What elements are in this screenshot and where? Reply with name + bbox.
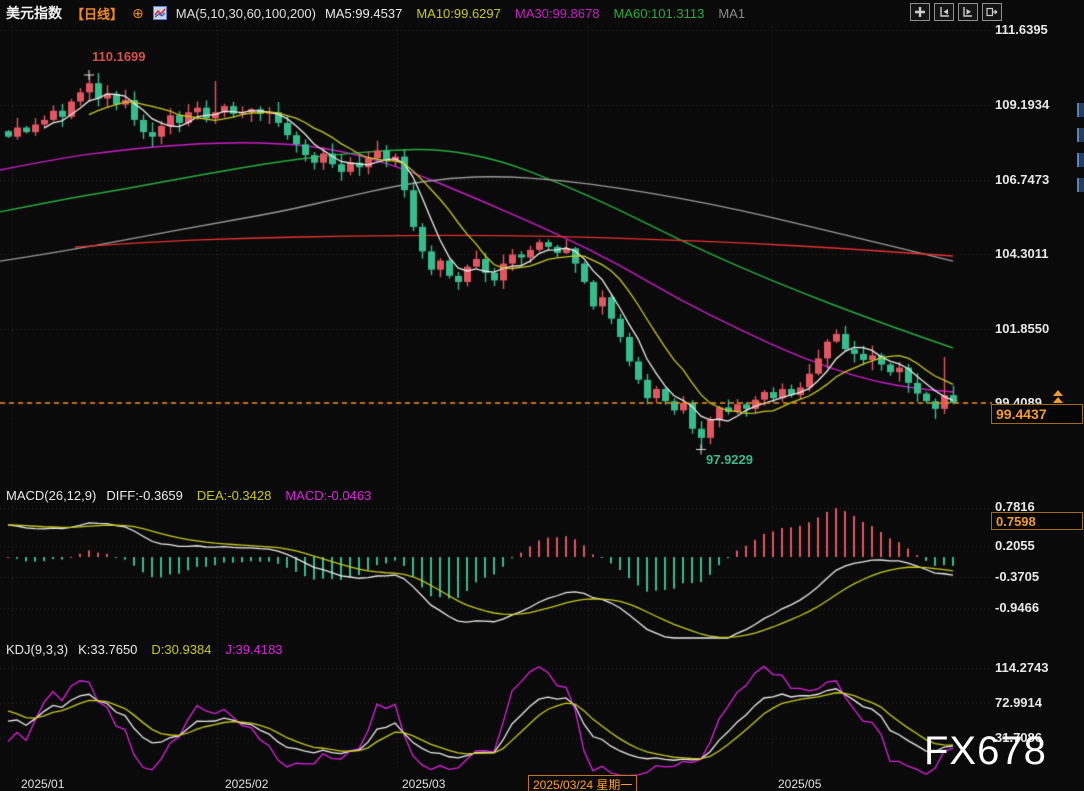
- clipped-widget[interactable]: [1077, 153, 1084, 167]
- low-price-annotation: 97.9229: [706, 452, 753, 467]
- main-header: 美元指数 【日线】 ⊕ MA(5,10,30,60,100,200) MA5:9…: [6, 3, 759, 23]
- axis-tick-label: 114.2743: [995, 660, 1049, 675]
- axis-tick-label: 104.3011: [995, 246, 1049, 261]
- time-tick-label: 2025/03: [402, 777, 446, 791]
- ma-value-label: MA30:99.8678: [514, 5, 600, 21]
- last-price-tag: 99.4437: [991, 404, 1083, 424]
- clipped-widget[interactable]: [1077, 128, 1084, 142]
- axis-tick-label: 111.6395: [995, 22, 1048, 37]
- chart-toolbar: [910, 3, 1002, 21]
- period-label[interactable]: 【日线】: [71, 6, 124, 22]
- ma-values-list: MA5:99.4537 MA10:99.6297 MA30:99.8678 MA60:…: [325, 6, 759, 21]
- macd-header: MACD(26,12,9) DIFF:-0.3659 DEA:-0.3428 MAC…: [6, 488, 385, 503]
- axis-tick-label: -0.3705: [995, 569, 1040, 584]
- high-price-annotation: 110.1699: [92, 49, 146, 64]
- ma-value-label: MA1: [718, 5, 746, 21]
- selected-date-label: 2025/03/24 星期一: [528, 775, 638, 791]
- kdj-value-label: J:39.4183: [225, 642, 283, 657]
- axis-tick-label: 101.8550: [995, 321, 1050, 336]
- instrument-title: 美元指数: [6, 5, 62, 21]
- axis-tick-label: 31.7086: [995, 730, 1042, 745]
- kdj-value-label: K:33.7650: [78, 642, 138, 657]
- macd-value-label: DEA:-0.3428: [196, 488, 272, 503]
- kdj-header: KDJ(9,3,3) K:33.7650 D:30.9384 J:39.4183: [6, 642, 297, 657]
- axis-tick-label: 72.9914: [995, 695, 1042, 710]
- macd-value-tag: 0.7598: [991, 512, 1083, 530]
- time-tick-label: 2025/05: [778, 777, 822, 791]
- chart-style-icon[interactable]: [152, 6, 167, 20]
- axis-tick-label: 106.7473: [995, 172, 1050, 187]
- macd-value-label: DIFF:-0.3659: [106, 488, 183, 503]
- kdj-title[interactable]: KDJ(9,3,3): [6, 642, 69, 657]
- macd-title[interactable]: MACD(26,12,9): [6, 488, 97, 503]
- axis-scale-right-icon[interactable]: [958, 3, 978, 21]
- watermark: FX678: [924, 729, 1047, 773]
- ma-value-label: MA10:99.6297: [416, 5, 501, 21]
- ma-params-label: MA(5,10,30,60,100,200): [175, 5, 316, 21]
- clipped-widget[interactable]: [1077, 103, 1084, 117]
- time-tick-label: 2025/02: [225, 777, 269, 791]
- kdj-value-label: D:30.9384: [151, 642, 212, 657]
- axis-tick-label: 0.7816: [995, 499, 1035, 514]
- time-axis: 2025/01 2025/02 2025/03 2025/03/24 星期一 2025/…: [0, 775, 1084, 791]
- add-indicator-icon[interactable]: ⊕: [132, 5, 144, 21]
- macd-values-list: DIFF:-0.3659 DEA:-0.3428 MACD:-0.0463: [106, 488, 385, 503]
- axis-tick-label: 0.2055: [995, 538, 1035, 553]
- pan-icon[interactable]: [910, 3, 930, 21]
- ma-value-label: MA5:99.4537: [324, 5, 403, 21]
- axis-tick-label: -0.9466: [995, 600, 1040, 615]
- axis-tick-label: 109.1934: [995, 97, 1050, 112]
- ma-value-label: MA60:101.3113: [613, 5, 705, 21]
- macd-value-label: MACD:-0.0463: [285, 488, 372, 503]
- clipped-widget[interactable]: [1077, 178, 1084, 192]
- time-tick-label: 2025/01: [21, 777, 65, 791]
- price-up-arrow-icon: [1053, 390, 1063, 404]
- kdj-values-list: K:33.7650 D:30.9384 J:39.4183: [78, 642, 296, 657]
- detach-window-icon[interactable]: [982, 3, 1002, 21]
- axis-scale-left-icon[interactable]: [934, 3, 954, 21]
